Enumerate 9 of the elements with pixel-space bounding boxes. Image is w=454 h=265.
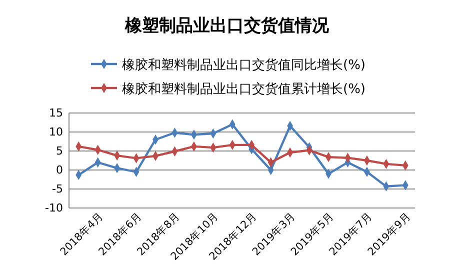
y-tick-label: 10 [49,126,63,139]
y-tick-label: -10 [45,202,63,215]
legend-label: 橡胶和塑料制品业出口交货值累计增长(%) [122,81,366,97]
y-tick-label: 15 [49,106,63,120]
y-tick-label: 0 [56,164,63,177]
legend-label: 橡胶和塑料制品业出口交货值同比增长(%) [122,57,366,73]
y-tick-label: -5 [52,182,63,196]
y-tick-label: 5 [56,144,63,158]
chart-title: 橡塑制品业出口交货值情况 [124,15,330,36]
